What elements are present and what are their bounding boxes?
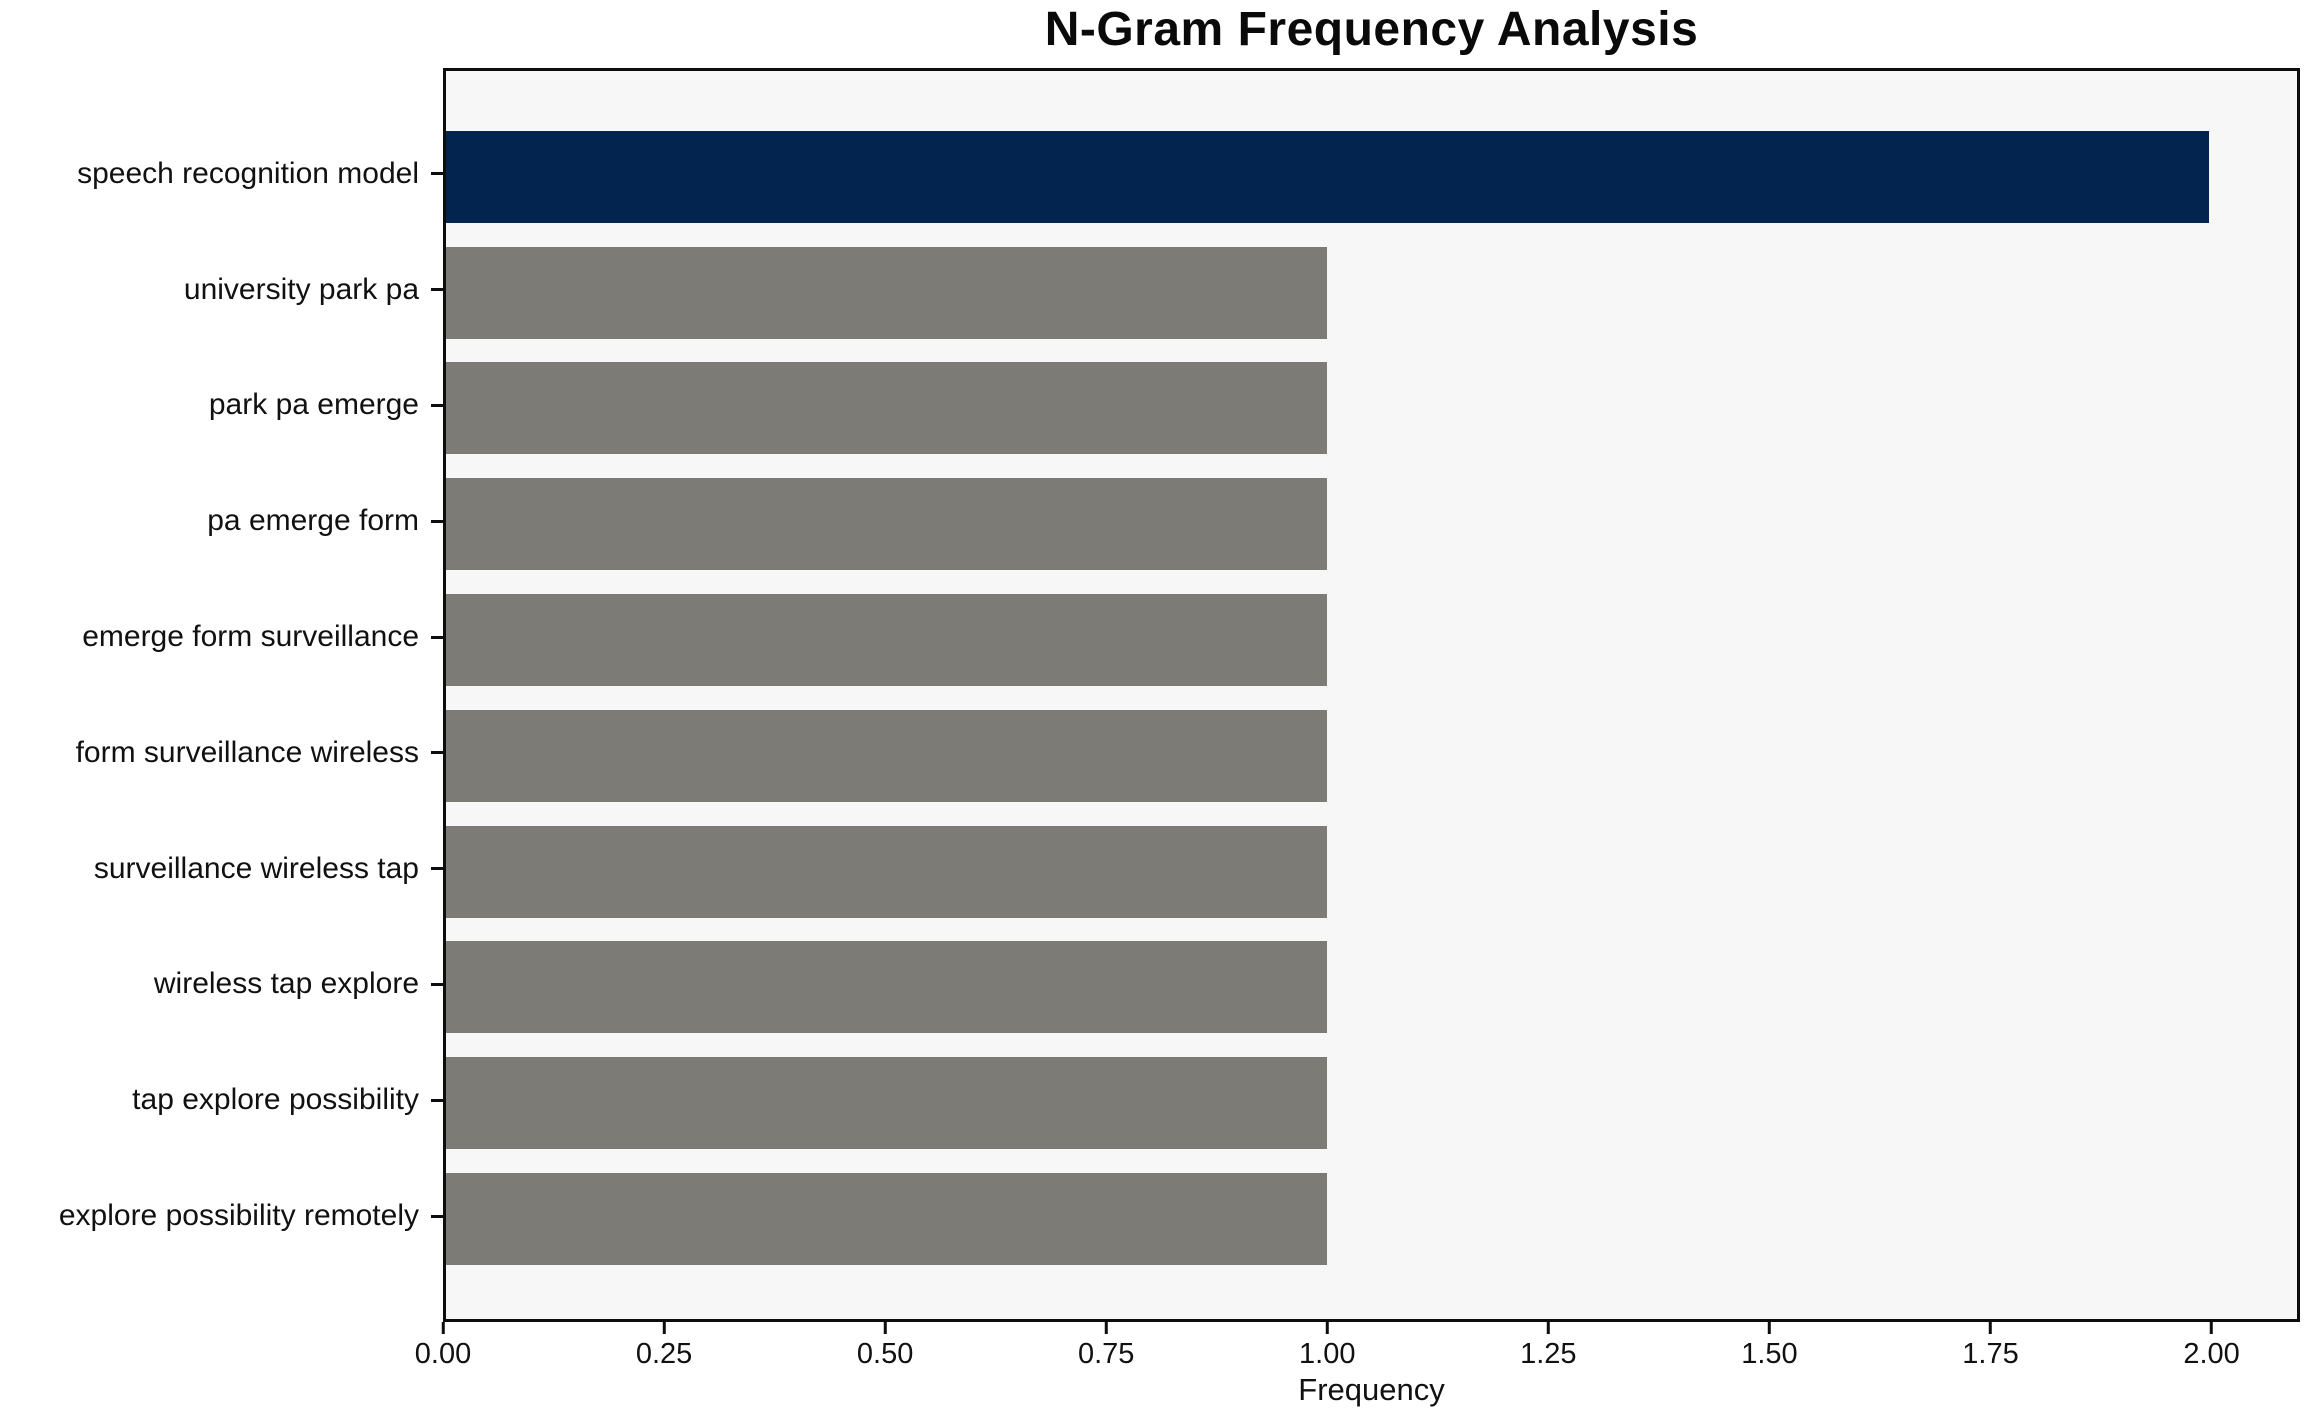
bar xyxy=(446,130,2209,223)
y-tick-mark xyxy=(431,1214,443,1218)
bar-row xyxy=(446,814,2297,930)
y-tick-row: emerge form surveillance xyxy=(0,579,443,695)
x-tick-label: 0.25 xyxy=(635,1338,693,1370)
x-tick: 0.50 xyxy=(857,1322,913,1371)
x-tick: 2.00 xyxy=(2183,1322,2240,1371)
y-tick-row: explore possibility remotely xyxy=(0,1158,443,1274)
y-tick-label: explore possibility remotely xyxy=(58,1199,419,1233)
y-tick-row: wireless tap explore xyxy=(0,927,443,1043)
y-tick-row: park pa emerge xyxy=(0,348,443,464)
x-tick: 1.00 xyxy=(1299,1322,1356,1371)
y-tick-mark xyxy=(431,867,443,871)
bar xyxy=(446,478,1328,571)
x-tick-mark xyxy=(1988,1322,1992,1334)
bar-row xyxy=(446,930,2297,1046)
y-tick-row: tap explore possibility xyxy=(0,1042,443,1158)
bar xyxy=(446,1057,1328,1150)
x-tick-label: 2.00 xyxy=(2183,1338,2240,1370)
x-tick: 1.75 xyxy=(1962,1322,2019,1371)
y-tick-label: tap explore possibility xyxy=(132,1083,419,1117)
y-axis-labels: speech recognition model university park … xyxy=(0,68,443,1322)
x-tick-mark xyxy=(441,1322,445,1334)
y-tick-row: speech recognition model xyxy=(0,116,443,232)
bar xyxy=(446,246,1328,339)
y-tick-label: form surveillance wireless xyxy=(75,735,419,769)
x-axis-ticks: 0.00 0.25 0.50 0.75 1.00 1.25 1.50 1.75 2.00 xyxy=(415,1322,2300,1382)
x-tick: 0.25 xyxy=(636,1322,692,1371)
bar-row xyxy=(446,582,2297,698)
x-tick: 0.75 xyxy=(1078,1322,1134,1371)
bars-container xyxy=(446,71,2297,1319)
y-tick-label: wireless tap explore xyxy=(153,967,419,1001)
chart-title: N-Gram Frequency Analysis xyxy=(1044,3,1699,56)
x-tick-mark xyxy=(662,1322,666,1334)
bar-row xyxy=(446,1161,2297,1277)
y-tick-mark xyxy=(431,982,443,986)
bar-row xyxy=(446,466,2297,582)
y-tick-row: pa emerge form xyxy=(0,463,443,579)
x-tick: 0.00 xyxy=(415,1322,471,1371)
y-tick-mark xyxy=(431,519,443,523)
y-tick-label: park pa emerge xyxy=(208,388,419,422)
y-tick-mark xyxy=(431,403,443,407)
bar xyxy=(446,1173,1328,1266)
bar-row xyxy=(446,119,2297,235)
x-tick-mark xyxy=(1325,1322,1329,1334)
bar-row xyxy=(446,698,2297,814)
x-tick-label: 0.50 xyxy=(856,1338,914,1370)
x-tick-mark xyxy=(1104,1322,1108,1334)
bar-row xyxy=(446,235,2297,351)
bar xyxy=(446,825,1328,918)
bar-row xyxy=(446,351,2297,467)
y-tick-label: speech recognition model xyxy=(77,156,419,190)
x-tick-mark xyxy=(2210,1322,2214,1334)
x-tick-label: 1.75 xyxy=(1962,1338,2019,1370)
y-tick-label: surveillance wireless tap xyxy=(93,851,419,885)
x-tick-label: 0.00 xyxy=(414,1338,472,1370)
bar-row xyxy=(446,1045,2297,1161)
y-tick-mark xyxy=(431,1098,443,1102)
plot-area xyxy=(443,68,2300,1322)
x-tick-label: 1.50 xyxy=(1741,1338,1798,1370)
bar xyxy=(446,709,1328,802)
y-tick-label: pa emerge form xyxy=(207,504,419,538)
bar xyxy=(446,362,1328,455)
x-tick: 1.25 xyxy=(1520,1322,1577,1371)
x-tick-label: 1.25 xyxy=(1520,1338,1577,1370)
y-tick-row: form surveillance wireless xyxy=(0,695,443,811)
y-tick-mark xyxy=(431,751,443,755)
bar xyxy=(446,594,1328,687)
x-tick-label: 1.00 xyxy=(1299,1338,1356,1370)
x-tick: 1.50 xyxy=(1741,1322,1798,1371)
y-tick-label: emerge form surveillance xyxy=(82,620,419,654)
y-tick-mark xyxy=(431,288,443,292)
y-tick-mark xyxy=(431,635,443,639)
x-tick-mark xyxy=(1546,1322,1550,1334)
bar xyxy=(446,941,1328,1034)
x-tick-mark xyxy=(883,1322,887,1334)
y-tick-row: university park pa xyxy=(0,232,443,348)
y-tick-row: surveillance wireless tap xyxy=(0,811,443,927)
y-tick-label: university park pa xyxy=(183,272,419,306)
x-tick-label: 0.75 xyxy=(1077,1338,1135,1370)
x-tick-mark xyxy=(1767,1322,1771,1334)
y-tick-mark xyxy=(431,172,443,176)
x-axis-title: Frequency xyxy=(1298,1372,1445,1407)
